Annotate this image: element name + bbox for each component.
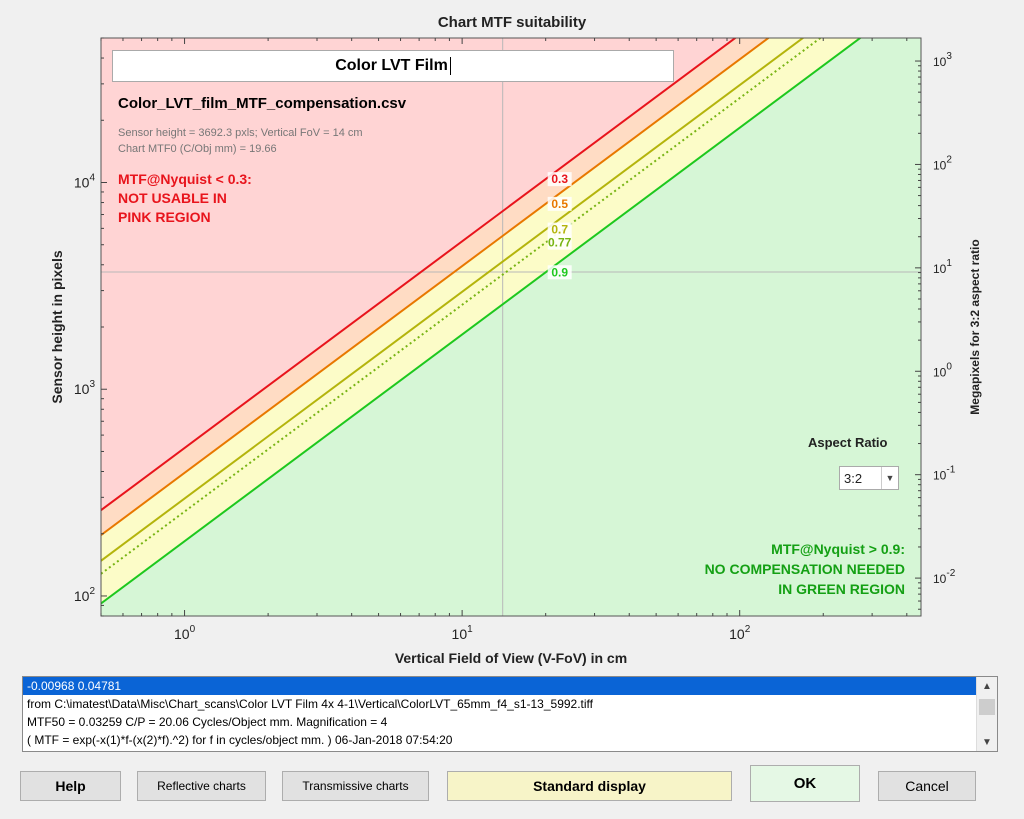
- scrollbar-thumb[interactable]: [979, 699, 995, 715]
- green-note-line1: MTF@Nyquist > 0.9:: [771, 541, 905, 557]
- series-label-0-77: 0.77: [548, 236, 572, 250]
- series-label-0-3: 0.3: [551, 172, 568, 186]
- y2-axis-label: Megapixels for 3:2 aspect ratio: [968, 239, 982, 414]
- y2-tick-label: 10-1: [933, 465, 956, 483]
- y-axis-label: Sensor height in pixels: [49, 250, 65, 403]
- line-label-bg: [547, 265, 572, 280]
- help-button[interactable]: Help: [20, 771, 121, 801]
- line-label-bg: [547, 196, 572, 211]
- series-label-0-5: 0.5: [551, 197, 568, 211]
- x-tick-label: 100: [174, 624, 196, 642]
- chevron-up-icon[interactable]: ▲: [982, 680, 992, 692]
- line-label-bg: [547, 172, 572, 187]
- list-item[interactable]: ( MTF = exp(-x(1)*f-(x(2)*f).^2) for f i…: [27, 733, 453, 747]
- list-item[interactable]: -0.00968 0.04781: [23, 677, 977, 695]
- y2-tick-label: 10-2: [933, 568, 956, 586]
- chart-title-text: Color LVT Film: [335, 57, 448, 74]
- csv-filename: Color_LVT_film_MTF_compensation.csv: [118, 95, 407, 112]
- red-warning-line3: PINK REGION: [118, 209, 211, 225]
- axis-ticks: 100 101 102 102 103 104 10-2 10-1 100 101 102 103: [74, 37, 956, 642]
- vertical-scrollbar[interactable]: ▲ ▼: [976, 677, 997, 751]
- reflective-charts-button[interactable]: Reflective charts: [137, 771, 266, 801]
- green-note-line2: NO COMPENSATION NEEDED: [705, 561, 905, 577]
- red-warning-line2: NOT USABLE IN: [118, 190, 227, 206]
- aspect-ratio-value: 3:2: [844, 470, 863, 486]
- series-label-0-9: 0.9: [551, 265, 568, 279]
- y-tick-label: 102: [74, 586, 96, 604]
- line-label-bg: [547, 222, 572, 237]
- y2-tick-label: 101: [933, 258, 952, 276]
- series-line-0-3: [101, 38, 737, 511]
- aspect-ratio-label: Aspect Ratio: [808, 435, 888, 450]
- x-axis-label: Vertical Field of View (V-FoV) in cm: [395, 650, 627, 666]
- red-warning-line1: MTF@Nyquist < 0.3:: [118, 171, 252, 187]
- y2-tick-label: 102: [933, 154, 952, 172]
- y-tick-label: 103: [74, 379, 96, 397]
- y-tick-label: 104: [74, 173, 96, 191]
- chart-title: Chart MTF suitability: [438, 14, 587, 31]
- standard-display-button[interactable]: Standard display: [447, 771, 732, 801]
- x-tick-label: 101: [452, 624, 474, 642]
- y2-tick-label: 103: [933, 51, 952, 69]
- chevron-down-icon[interactable]: ▼: [881, 467, 898, 489]
- plot-regions: [101, 38, 921, 616]
- series-line-0-5: [101, 38, 771, 536]
- list-item[interactable]: from C:\imatest\Data\Misc\Chart_scans\Co…: [27, 697, 593, 711]
- series-line-0-7: [101, 38, 805, 562]
- plot-lines: [101, 38, 862, 605]
- transmissive-charts-button[interactable]: Transmissive charts: [282, 771, 429, 801]
- text-caret: [449, 57, 451, 75]
- y2-tick-label: 100: [933, 361, 952, 379]
- green-note-line3: IN GREEN REGION: [778, 581, 905, 597]
- aspect-ratio-select[interactable]: 3:2 ▼: [839, 466, 899, 490]
- series-label-0-7: 0.7: [551, 223, 568, 237]
- line-label-bg: [547, 235, 572, 250]
- cancel-button[interactable]: Cancel: [878, 771, 976, 801]
- line-labels: 0.3 0.5 0.70.77 0.9: [547, 172, 572, 280]
- chevron-down-icon[interactable]: ▼: [982, 736, 992, 748]
- list-item[interactable]: MTF50 = 0.03259 C/P = 20.06 Cycles/Objec…: [27, 715, 388, 729]
- series-line-0-77: [101, 38, 823, 575]
- mtf0-note: Chart MTF0 (C/Obj mm) = 19.66: [118, 143, 277, 155]
- sensor-note: Sensor height = 3692.3 pxls; Vertical Fo…: [118, 127, 363, 139]
- x-tick-label: 102: [729, 624, 751, 642]
- series-line-0-9: [101, 38, 862, 605]
- chart-title-input[interactable]: Color LVT Film: [112, 50, 674, 82]
- results-listbox[interactable]: -0.00968 0.04781 from C:\imatest\Data\Mi…: [22, 676, 998, 752]
- ok-button[interactable]: OK: [750, 765, 860, 802]
